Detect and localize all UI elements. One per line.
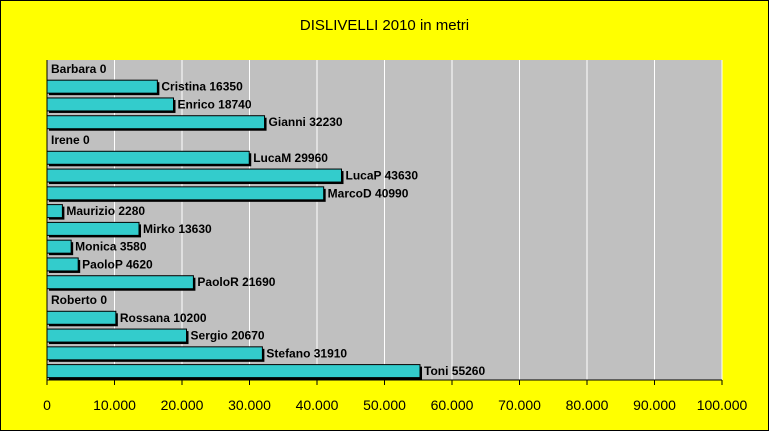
- data-label: Barbara 0: [51, 62, 107, 76]
- x-tick-label: 40.000: [296, 397, 339, 413]
- x-axis: 0 10.000 20.000 30.000 40.000 50.000 60.000 70.…: [43, 60, 748, 413]
- x-tick-label: 60.000: [431, 397, 474, 413]
- x-tick-label: 30.000: [228, 397, 271, 413]
- bar: [46, 150, 250, 165]
- data-label: PaoloR 21690: [197, 275, 275, 289]
- x-tick-label: 10.000: [93, 397, 136, 413]
- data-label: Mirko 13630: [143, 222, 212, 236]
- bar: [46, 168, 343, 183]
- x-tick-label: 90.000: [633, 397, 676, 413]
- data-label: Rossana 10200: [120, 311, 207, 325]
- bar: [46, 328, 188, 343]
- bar: [46, 97, 174, 112]
- x-tick-label: 100.000: [697, 397, 748, 413]
- data-label: Gianni 32230: [269, 115, 343, 129]
- x-tick-label: 70.000: [498, 397, 541, 413]
- bar: [46, 79, 158, 94]
- x-tick-label: 20.000: [161, 397, 204, 413]
- bar-labels: Barbara 0 Cristina 16350 Enrico 18740 Giann…: [51, 62, 485, 378]
- data-label: Irene 0: [51, 133, 90, 147]
- data-label: Stefano 31910: [266, 346, 347, 360]
- x-tick-label: 50.000: [363, 397, 406, 413]
- bar: [46, 204, 63, 219]
- bar: [46, 239, 72, 254]
- bar: [46, 115, 266, 130]
- data-label: LucaP 43630: [346, 169, 419, 183]
- data-label: Cristina 16350: [161, 80, 243, 94]
- data-label: Sergio 20670: [191, 329, 265, 343]
- bars: [46, 79, 423, 380]
- data-label: MarcoD 40990: [328, 186, 409, 200]
- chart-title: DISLIVELLI 2010 in metri: [299, 17, 470, 34]
- data-label: PaoloP 4620: [82, 257, 153, 271]
- bar: [46, 310, 117, 325]
- bar: [46, 346, 263, 361]
- data-label: Roberto 0: [51, 293, 107, 307]
- data-label: Toni 55260: [424, 364, 485, 378]
- data-label: Enrico 18740: [177, 97, 251, 111]
- x-tick-label: 80.000: [566, 397, 609, 413]
- bar: [46, 364, 421, 379]
- data-label: Monica 3580: [75, 240, 147, 254]
- data-label: Maurizio 2280: [66, 204, 145, 218]
- bar: [46, 221, 140, 236]
- bar: [46, 257, 79, 272]
- data-label: LucaM 29960: [253, 151, 328, 165]
- bar: [46, 186, 325, 201]
- bar: [46, 275, 194, 290]
- grid-lines: [114, 60, 723, 380]
- x-tick-label: 0: [43, 397, 51, 413]
